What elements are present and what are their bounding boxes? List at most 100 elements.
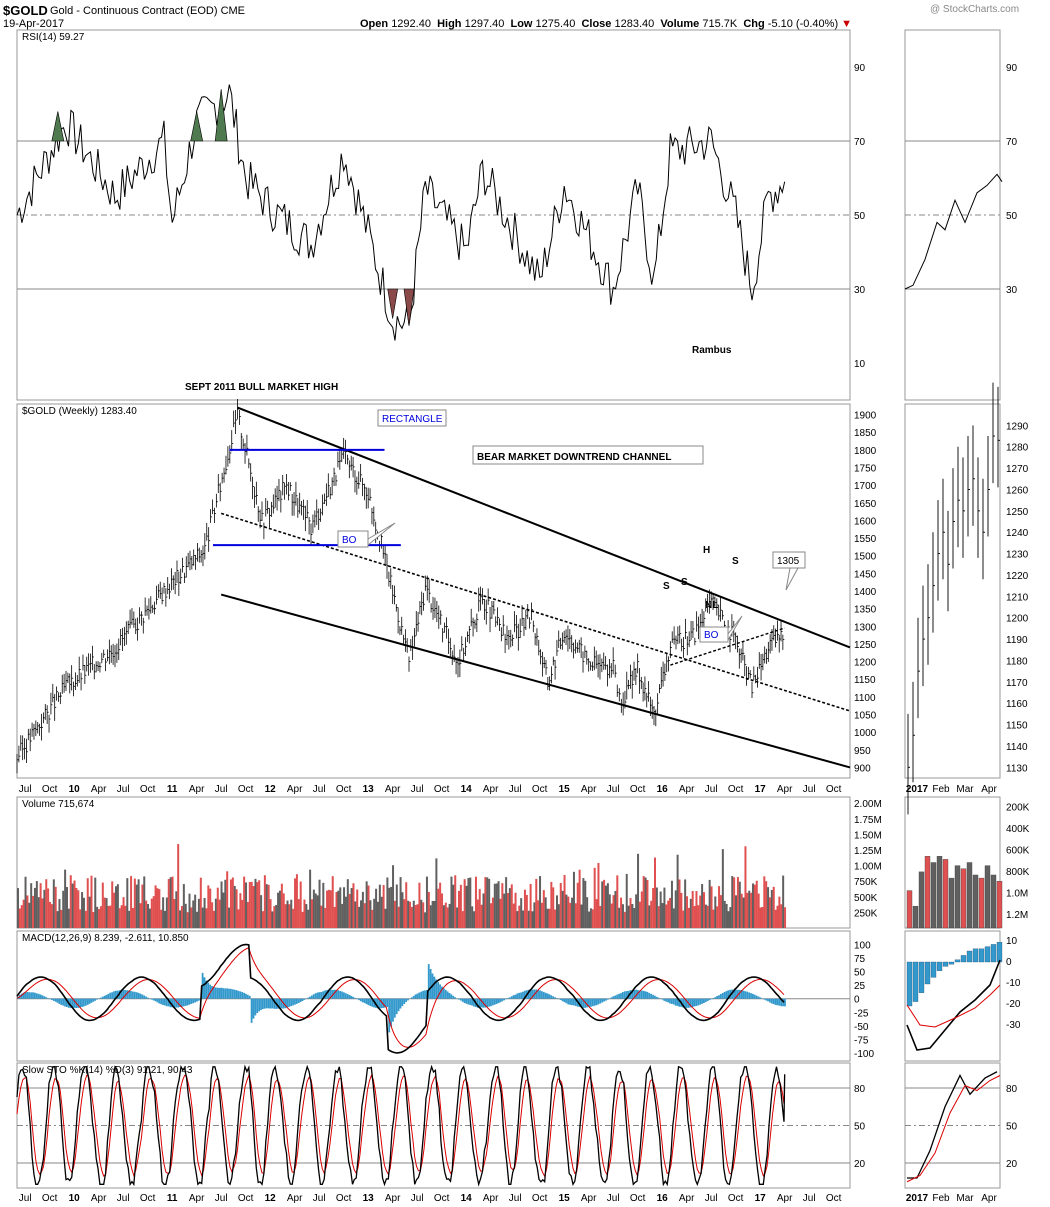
annotation-target: 1305 bbox=[777, 556, 800, 567]
annotation-s-3: S bbox=[732, 556, 739, 567]
zoom-x-axis-label-bottom: Feb bbox=[932, 1193, 950, 1204]
price-tick-label: 1450 bbox=[854, 569, 877, 580]
x-axis-label-bottom: Oct bbox=[238, 1193, 254, 1204]
x-axis-label: Jul bbox=[803, 784, 816, 795]
price-tick-label: 1400 bbox=[854, 587, 877, 598]
x-axis-label-bottom: Oct bbox=[728, 1193, 744, 1204]
x-axis-label-bottom: Jul bbox=[117, 1193, 130, 1204]
rsi-legend: RSI(14) 59.27 bbox=[22, 32, 85, 43]
zoom-macd-bar bbox=[960, 955, 967, 963]
x-axis-label-bottom: Jul bbox=[705, 1193, 718, 1204]
x-axis-label: 10 bbox=[69, 784, 81, 795]
rsi-line bbox=[16, 84, 786, 341]
x-axis-label-bottom: Apr bbox=[483, 1193, 499, 1204]
x-axis-label-bottom: Apr bbox=[91, 1193, 107, 1204]
zoom-macd-bar bbox=[972, 948, 979, 963]
price-tick-label: 1900 bbox=[854, 411, 877, 422]
zoom-volume-bar bbox=[966, 862, 973, 929]
rsi-overbought-fill bbox=[51, 111, 65, 142]
volume-bars bbox=[17, 844, 787, 928]
zoom-volume-tick-label: 400K bbox=[1006, 824, 1030, 835]
zoom-volume-tick-label: 600K bbox=[1006, 846, 1030, 857]
price-tick-label: 1700 bbox=[854, 481, 877, 492]
x-axis-label: Apr bbox=[777, 784, 793, 795]
x-axis-label-bottom: Jul bbox=[313, 1193, 326, 1204]
zoom-price-tick-label: 1130 bbox=[1006, 763, 1028, 774]
zoom-macd-bar bbox=[990, 944, 997, 963]
x-axis-label: 11 bbox=[167, 784, 178, 795]
x-axis-label: Oct bbox=[42, 784, 58, 795]
price-tick-label: 1550 bbox=[854, 534, 877, 545]
volume-tick-label: 750K bbox=[854, 877, 878, 888]
x-axis-label: Apr bbox=[91, 784, 107, 795]
x-axis-label: Apr bbox=[581, 784, 597, 795]
zoom-volume-bar bbox=[942, 859, 949, 929]
x-axis-label: Jul bbox=[313, 784, 326, 795]
macd-tick-label: -75 bbox=[854, 1035, 869, 1046]
neckline bbox=[670, 627, 785, 666]
zoom-sto-tick-label: 50 bbox=[1006, 1122, 1018, 1133]
zoom-volume-bar bbox=[918, 871, 925, 929]
x-axis-label: Apr bbox=[679, 784, 695, 795]
price-tick-label: 1100 bbox=[854, 693, 876, 704]
symbol: $GOLD bbox=[3, 3, 48, 18]
x-axis-label-bottom: Apr bbox=[777, 1193, 793, 1204]
x-axis-label: Jul bbox=[607, 784, 620, 795]
volume-tick-label: 1.75M bbox=[854, 815, 882, 826]
zoom-volume-bar bbox=[954, 865, 961, 929]
annotation-target-box bbox=[772, 551, 806, 569]
x-axis-label-bottom: Oct bbox=[434, 1193, 450, 1204]
x-axis-label-bottom: Apr bbox=[679, 1193, 695, 1204]
macd-signal-line bbox=[16, 947, 785, 1048]
zoom-macd-bar bbox=[930, 961, 937, 978]
zoom-rsi-tick-label: 30 bbox=[1006, 285, 1018, 296]
x-axis-label-bottom: Oct bbox=[140, 1193, 156, 1204]
macd-legend: MACD(12,26,9) 8.239, -2.611, 10.850 bbox=[22, 933, 189, 944]
x-axis-label: Oct bbox=[532, 784, 548, 795]
rsi-overbought-fill bbox=[214, 89, 228, 142]
zoom-macd-bar bbox=[978, 948, 985, 963]
annotation-channel-box bbox=[472, 445, 704, 465]
zoom-macd-bar bbox=[936, 961, 943, 971]
zoom-volume-bar bbox=[990, 874, 997, 929]
zoom-macd-bar bbox=[966, 950, 973, 963]
rsi-oversold-fill bbox=[403, 288, 415, 327]
x-axis-label: Jul bbox=[705, 784, 718, 795]
price-tick-label: 950 bbox=[854, 746, 871, 757]
volume-tick-label: 500K bbox=[854, 893, 878, 904]
x-axis-label: 14 bbox=[461, 784, 473, 795]
zoom-x-axis-label: Apr bbox=[981, 784, 997, 795]
price-tick-label: 1850 bbox=[854, 428, 877, 439]
zoom-price-tick-label: 1260 bbox=[1006, 485, 1029, 496]
price-tick-label: 1250 bbox=[854, 640, 877, 651]
zoom-price-tick-label: 1180 bbox=[1006, 656, 1028, 667]
zoom-sto-k bbox=[907, 1071, 998, 1179]
zoom-volume-bar bbox=[930, 862, 937, 929]
price-tick-label: 900 bbox=[854, 763, 871, 774]
x-axis-label: 16 bbox=[657, 784, 669, 795]
sto-d-line bbox=[16, 1073, 786, 1178]
price-tick-label: 1750 bbox=[854, 464, 877, 475]
zoom-volume-bar bbox=[972, 874, 979, 929]
x-axis-label: Jul bbox=[509, 784, 522, 795]
macd-line bbox=[16, 943, 785, 1054]
zoom-price-tick-label: 1190 bbox=[1006, 635, 1028, 646]
x-axis-label: Apr bbox=[483, 784, 499, 795]
macd-tick-label: -25 bbox=[854, 1008, 869, 1019]
price-tick-label: 1650 bbox=[854, 499, 877, 510]
channel-lower-line bbox=[220, 593, 851, 769]
watermark: @ StockCharts.com bbox=[930, 4, 1020, 15]
annotation-channel: BEAR MARKET DOWNTREND CHANNEL bbox=[477, 452, 671, 463]
zoom-macd-tick-label: -10 bbox=[1006, 978, 1021, 989]
zoom-price-tick-label: 1160 bbox=[1006, 699, 1028, 710]
x-axis-label: 12 bbox=[265, 784, 277, 795]
x-axis-label: 15 bbox=[559, 784, 571, 795]
price-tick-label: 1600 bbox=[854, 516, 877, 527]
zoom-macd-tick-label: -20 bbox=[1006, 999, 1021, 1010]
x-axis-label-bottom: Oct bbox=[336, 1193, 352, 1204]
x-axis-label-bottom: 13 bbox=[363, 1193, 375, 1204]
annotation-sept-high: SEPT 2011 BULL MARKET HIGH bbox=[185, 382, 338, 393]
zoom-macd-tick-label: 0 bbox=[1006, 957, 1012, 968]
x-axis-label-bottom: Jul bbox=[19, 1193, 32, 1204]
